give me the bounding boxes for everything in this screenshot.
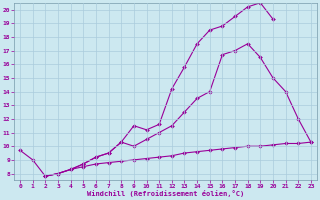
X-axis label: Windchill (Refroidissement éolien,°C): Windchill (Refroidissement éolien,°C) xyxy=(87,190,244,197)
